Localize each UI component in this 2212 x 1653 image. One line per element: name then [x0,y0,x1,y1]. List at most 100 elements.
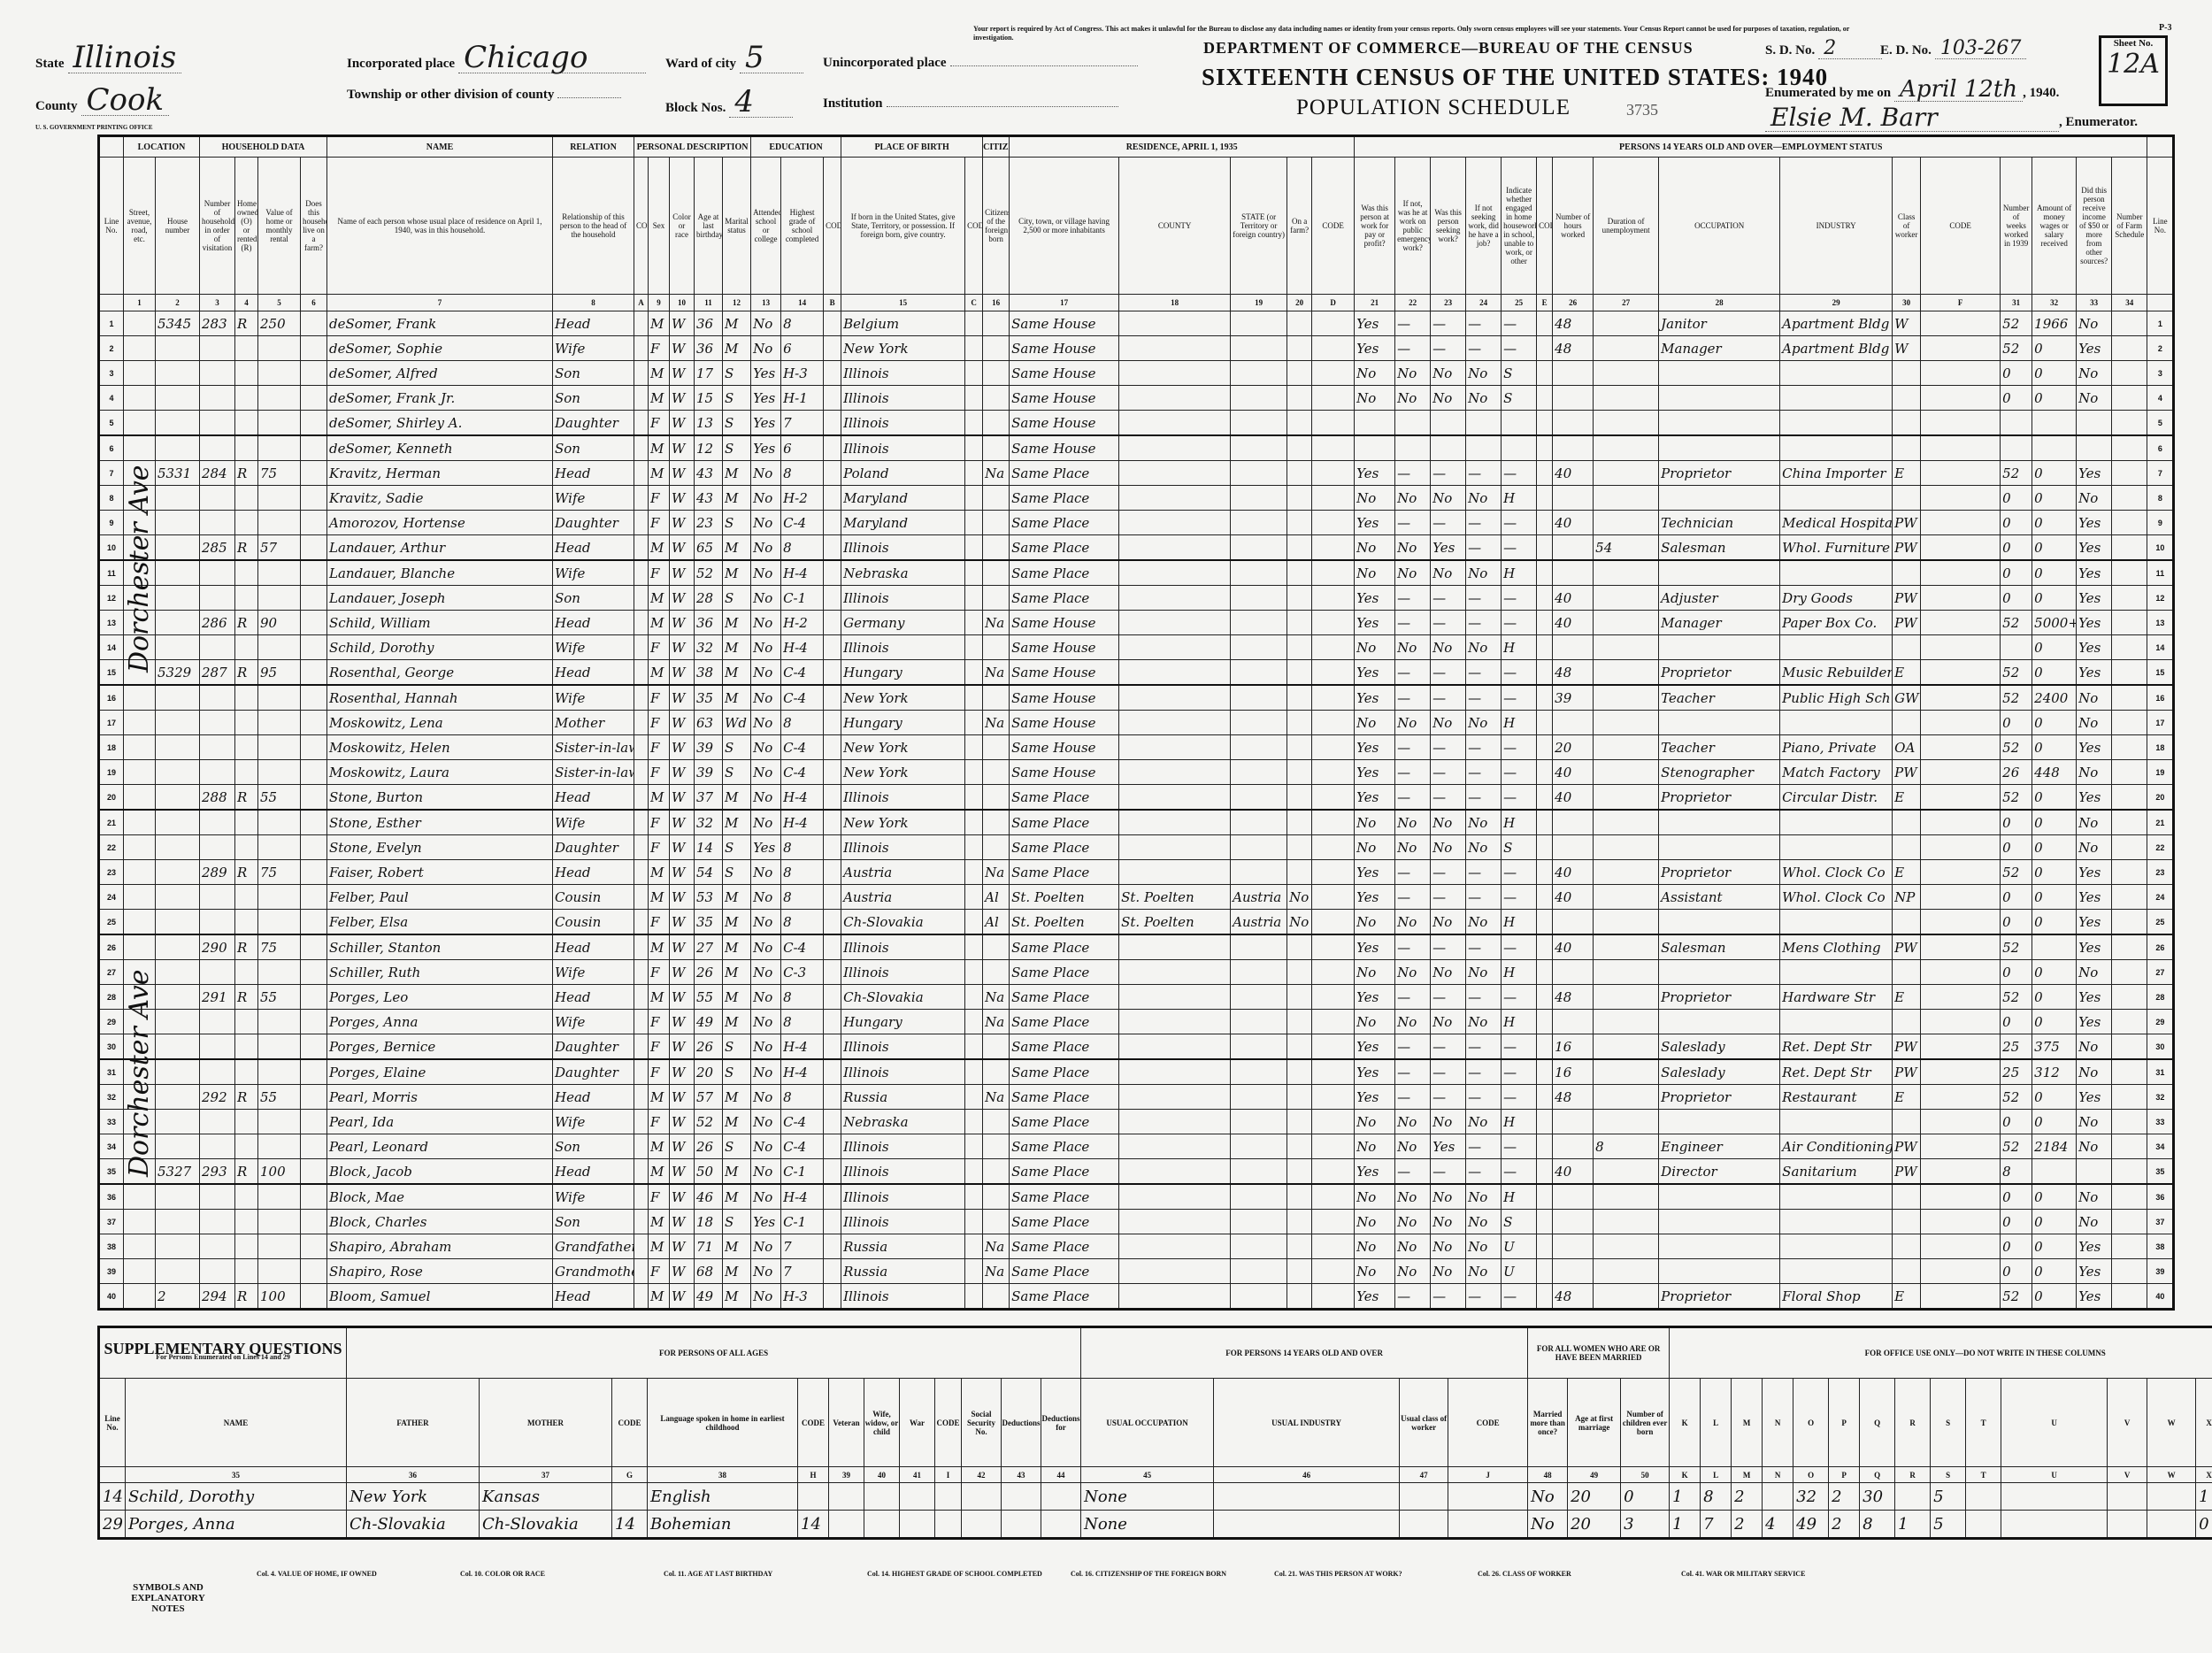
supp-cell-line: 29 [98,1510,126,1539]
cell-hours: 40 [1552,759,1594,785]
supplementary-group-row: SUPPLEMENTARY QUESTIONS For Persons Enume… [97,1326,2212,1379]
cell-birthplace: Illinois [841,1034,966,1060]
cell-c25: — [1501,859,1538,885]
cell-race: W [669,1134,695,1159]
cell-grade: 8 [780,460,825,486]
cell-visit: 292 [199,1084,235,1110]
cell-birthplace: New York [841,809,966,835]
cell-farm [300,335,327,361]
cell-value: 250 [257,311,301,336]
cell-codeD [1311,1183,1356,1210]
cell-value [257,1183,301,1210]
cell-codeA [634,510,649,535]
cell-house: 2 [155,1283,200,1311]
cell-hours: 40 [1552,510,1594,535]
cell-house: 5345 [155,311,200,336]
cell-c24: — [1465,335,1502,361]
cell-grade: 8 [780,311,825,336]
cell-c24: — [1465,934,1502,960]
cell-relation: Wife [552,684,634,711]
cell-class [1892,559,1922,586]
cell-hours [1552,809,1594,835]
line-number: 1 [98,311,124,336]
cell-sex: F [648,485,670,511]
column-group [98,135,124,158]
cell-income: 0 [2032,1009,2078,1034]
cell-occupation [1658,909,1781,935]
cell-occupation [1658,360,1781,386]
cell-grade: 7 [780,410,825,436]
cell-state [1230,984,1288,1010]
cell-marital: M [721,884,752,910]
supp-cell-age_first: 20 [1567,1482,1622,1511]
cell-codeA [634,884,649,910]
cell-county: St. Poelten [1118,884,1232,910]
cell-sex: F [648,335,670,361]
township-label: Township or other division of county [347,88,555,102]
cell-relation: Daughter [552,1058,634,1085]
cell-c22: — [1394,1058,1432,1085]
cell-sex: F [648,734,670,760]
cell-class: PW [1892,1134,1922,1159]
cell-county [1118,1134,1232,1159]
cell-occupation: Adjuster [1658,585,1781,611]
cell-unemp [1593,1283,1660,1311]
supplementary-column-header: Number of children ever born [1620,1378,1671,1467]
cell-value: 100 [257,1283,301,1311]
line-number: 20 [2147,784,2175,811]
group-women: FOR ALL WOMEN WHO ARE OR HAVE BEEN MARRI… [1527,1326,1671,1379]
cell-city: Same House [1009,360,1120,386]
column-header: If not, was he at work on public emergen… [1394,157,1432,295]
cell-state [1230,1134,1288,1159]
cell-hours: 48 [1552,335,1594,361]
cell-house [155,385,200,411]
column-number: 3 [199,294,235,311]
supplementary-column-number: 47 [1399,1466,1449,1483]
cell-sex: F [648,510,670,535]
cell-c23: — [1430,759,1467,785]
unincorporated-value [949,65,1138,66]
cell-birthplace: Russia [841,1258,966,1284]
supplementary-column-header: S [1930,1378,1967,1467]
cell-codeD [1311,859,1356,885]
cell-farmsched [2111,959,2148,985]
line-number: 6 [98,434,124,461]
cell-income: 0 [2032,1209,2078,1234]
cell-race: W [669,759,695,785]
cell-c25: — [1501,784,1538,811]
cell-name: Kravitz, Sadie [326,485,553,511]
cell-income: 312 [2032,1058,2078,1085]
person-row: 32 292 R 55 Pearl, Morris Head M W 57 M No 8 Russia N… [98,1084,2175,1110]
cell-house [155,684,200,711]
cell-county [1118,410,1232,436]
supp-cell-T [1965,1510,2002,1539]
cell-marital: S [721,759,752,785]
cell-name: Kravitz, Herman [326,460,553,486]
cell-relation: Wife [552,559,634,586]
cell-industry: Floral Shop [1779,1283,1893,1311]
cell-school: No [750,1234,782,1259]
cell-name: Porges, Leo [326,984,553,1010]
cell-codeA [634,909,649,935]
cell-weeks: 52 [2000,984,2033,1010]
cell-c24: No [1465,1183,1502,1210]
cell-c23: — [1430,311,1467,336]
supplementary-header-row: Line No. NAME FATHER MOTHER CODE Language spo… [98,1378,2212,1467]
cell-c24: No [1465,809,1502,835]
cell-codeA [634,1234,649,1259]
cell-codeD [1311,934,1356,960]
cell-c23: — [1430,734,1467,760]
cell-c21: Yes [1354,510,1396,535]
column-number: 32 [2032,294,2078,311]
cell-sex: M [648,1234,670,1259]
cell-tenure: R [234,1158,258,1185]
cell-age: 32 [694,809,723,835]
supp-cell-X: 1 [2195,1482,2212,1511]
column-header: Did this person receive income of $50 or… [2076,157,2113,295]
cell-c23: Yes [1430,534,1467,561]
cell-age: 36 [694,610,723,635]
cell-c22: — [1394,984,1432,1010]
cell-weeks: 0 [2000,360,2033,386]
cell-unemp [1593,1234,1660,1259]
cell-sex: M [648,784,670,811]
